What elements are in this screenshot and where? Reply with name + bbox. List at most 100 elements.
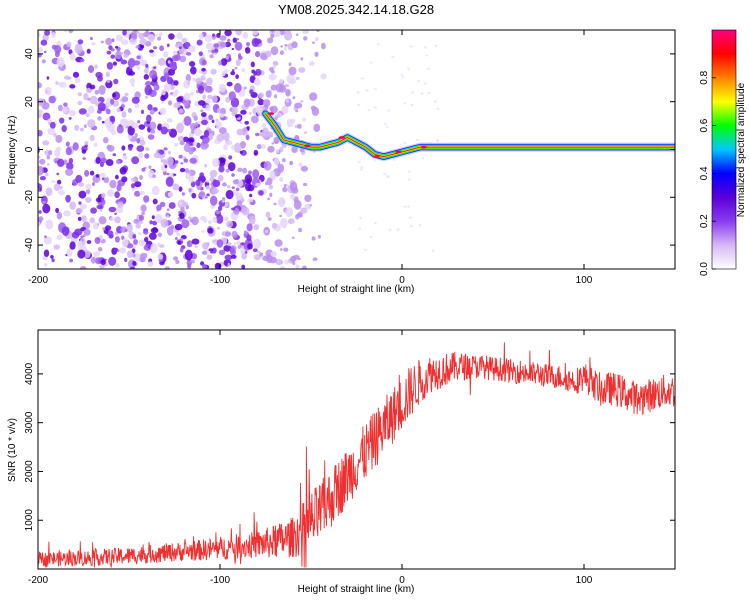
spectrogram-noise-cell — [159, 201, 166, 207]
spectrogram-noise-cell — [107, 189, 114, 197]
spectrogram-noise-cell — [89, 217, 95, 224]
spectrogram-noise-cell — [400, 73, 404, 77]
spectrogram-noise-cell — [270, 251, 277, 257]
spectrogram-noise-cell — [246, 234, 252, 242]
spectrogram-noise-cell — [31, 175, 36, 180]
spectrogram-noise-cell — [420, 92, 424, 95]
spectrogram-noise-cell — [129, 37, 138, 45]
spectrogram-noise-cell — [357, 160, 361, 164]
spectrogram-noise-cell — [230, 71, 236, 76]
spectrogram-noise-cell — [198, 33, 204, 40]
spectrogram-noise-cell — [258, 92, 264, 99]
spectrogram-noise-cell — [411, 91, 415, 94]
spectrogram-noise-cell — [166, 43, 170, 48]
spectrogram-noise-cell — [95, 71, 103, 79]
spectrogram-noise-cell — [295, 33, 299, 36]
spectrogram-noise-cell — [85, 183, 92, 190]
spectrogram-noise-cell — [176, 96, 183, 102]
spectrogram-noise-cell — [81, 215, 87, 222]
spectrogram-noise-cell — [244, 86, 247, 90]
spectrogram-noise-cell — [67, 76, 72, 80]
spectrogram-noise-cell — [108, 256, 117, 266]
spectrogram-noise-cell — [263, 161, 272, 171]
spectrogram-noise-cell — [153, 152, 161, 159]
spectrogram-noise-cell — [224, 56, 229, 60]
spectrogram-noise-cell — [227, 162, 236, 172]
spectrogram-noise-cell — [151, 185, 160, 196]
spectrogram-noise-cell — [300, 165, 308, 172]
spectrogram-noise-cell — [434, 44, 438, 48]
spectrogram-noise-cell — [228, 155, 233, 160]
spectrogram-noise-cell — [239, 141, 246, 149]
spectrogram-noise-cell — [221, 182, 227, 187]
spectrogram-noise-cell — [105, 71, 110, 78]
spectrogram-noise-cell — [177, 240, 182, 245]
spectrogram-noise-cell — [179, 140, 185, 146]
spectrogram-noise-cell — [216, 239, 224, 248]
spectrogram-noise-cell — [275, 149, 279, 153]
spectrogram-noise-cell — [44, 263, 48, 267]
spectrogram-noise-cell — [168, 100, 172, 106]
spectrogram-noise-cell — [134, 133, 138, 138]
spectrogram-trace-peak — [304, 144, 311, 148]
spectrogram-noise-cell — [128, 144, 133, 151]
spectrogram-noise-cell — [144, 67, 149, 74]
spectrogram-noise-cell — [391, 55, 395, 59]
spectrogram-noise-cell — [436, 107, 440, 110]
spectrogram-noise-cell — [166, 76, 174, 85]
spectrogram-noise-cell — [59, 117, 65, 124]
spectrogram-noise-cell — [200, 215, 207, 221]
spectrogram-noise-cell — [229, 247, 235, 254]
spectrogram-noise-cell — [47, 128, 56, 136]
spectrogram-noise-cell — [286, 99, 289, 103]
snr-plot-area — [38, 330, 675, 569]
spectrogram-noise-cell — [236, 38, 240, 41]
spectrogram-y-ticks: -40 -20 0 20 40 — [24, 48, 675, 252]
spectrogram-noise-cell — [168, 68, 175, 76]
spectrogram-noise-cell — [110, 48, 115, 52]
spectrogram-noise-cell — [257, 250, 261, 254]
spectrogram-noise-cell — [148, 165, 152, 169]
spectrogram-noise-cell — [124, 229, 128, 232]
spectrogram-noise-cell — [302, 265, 307, 269]
spectrogram-noise-cell — [49, 121, 56, 129]
spectrogram-noise-cell — [100, 259, 106, 266]
spectrogram-noise-cell — [100, 40, 104, 44]
spectrogram-noise-cell — [160, 218, 169, 228]
spectrogram-noise-cell — [105, 225, 112, 231]
spectrogram-noise-cell — [199, 69, 203, 74]
spectrogram-noise — [29, 30, 440, 269]
spectrogram-noise-cell — [152, 46, 158, 50]
spectrogram-noise-cell — [197, 85, 205, 94]
spectrogram-noise-cell — [183, 79, 190, 89]
spectrogram-noise-cell — [149, 109, 155, 115]
spectrogram-noise-cell — [38, 32, 41, 38]
spectrogram-noise-cell — [115, 34, 123, 42]
spectrogram-noise-cell — [201, 229, 205, 233]
spectrogram-noise-cell — [95, 197, 102, 203]
spectrogram-noise-cell — [173, 173, 177, 176]
spectrogram-noise-cell — [251, 37, 260, 48]
spectrogram-noise-cell — [227, 185, 231, 189]
spectrogram-noise-cell — [292, 261, 296, 266]
spectrogram-noise-cell — [392, 158, 396, 161]
spectrogram-noise-cell — [84, 140, 89, 146]
spectrogram-noise-cell — [116, 124, 124, 134]
spectrogram-noise-cell — [403, 205, 407, 208]
spectrogram-noise-cell — [247, 184, 255, 192]
spectrogram-noise-cell — [161, 89, 166, 96]
spectrogram-noise-cell — [29, 179, 34, 186]
spectrogram-noise-cell — [365, 89, 369, 92]
spectrogram-noise-cell — [268, 184, 274, 190]
spectrogram-noise-cell — [219, 35, 227, 41]
spectrogram-noise-cell — [176, 232, 181, 237]
spectrogram-noise-cell — [147, 134, 155, 140]
spectrogram-noise-cell — [192, 77, 197, 82]
spectrogram-noise-cell — [72, 142, 79, 151]
spectrogram-noise-cell — [66, 41, 72, 48]
spectrogram-noise-cell — [137, 120, 141, 124]
spectrogram-noise-cell — [210, 68, 217, 75]
spectrogram-noise-cell — [269, 170, 276, 179]
spectrogram-noise-cell — [121, 176, 128, 183]
spectrogram-noise-cell — [233, 142, 242, 153]
